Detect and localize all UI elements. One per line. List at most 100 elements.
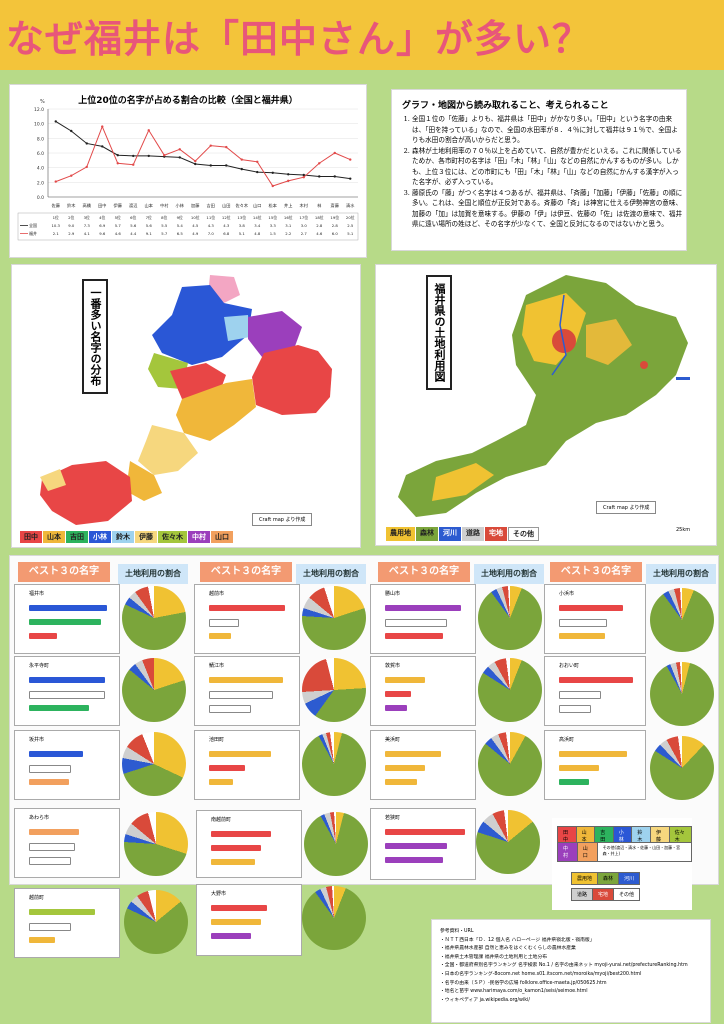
- data-point: [333, 175, 336, 178]
- land-lake: [676, 377, 690, 380]
- table-value: 6.9: [99, 223, 106, 228]
- land-ratio-header-2: 土地利用の割合: [296, 564, 366, 584]
- table-value: 4.3: [208, 223, 215, 228]
- table-value: 3.3: [270, 223, 277, 228]
- town-name: 福井市: [29, 591, 45, 597]
- town-name: 勝山市: [385, 591, 401, 597]
- reference-line: ・ウィキペディア ja.wikipedia.org/wiki/: [440, 997, 531, 1003]
- notes-item: 森林が土地利用率の７０％以上を占めていて、自然が豊かだといえる。これに関係してい…: [412, 146, 684, 188]
- data-point: [271, 184, 274, 188]
- town-name: 敦賀市: [385, 663, 401, 669]
- legend-sasaki: 佐々木: [158, 531, 188, 543]
- bar: [385, 857, 443, 863]
- best3-header-4: ベスト３の名字: [550, 562, 642, 582]
- data-point: [178, 156, 181, 159]
- x-tick-label: 佐々木: [235, 202, 248, 209]
- x-tick-label: 山田: [222, 202, 230, 209]
- bar-key-row1: 田中 山本 吉田 小林 鈴木 伊藤 佐々木: [557, 826, 692, 846]
- table-value: 5.7: [115, 223, 122, 228]
- town-bar-card: 鯖江市: [194, 656, 300, 726]
- table-value: 5.5: [161, 223, 168, 228]
- x-tick-label: 山本: [145, 202, 154, 209]
- bar: [29, 691, 105, 699]
- town-bar-card: 大野市: [196, 884, 302, 956]
- y-tick-label: 0.0: [37, 195, 44, 201]
- table-value: 9.6: [99, 231, 106, 236]
- key-other: その他: [613, 888, 641, 901]
- x-tick-label: 中村: [160, 202, 169, 209]
- references-heading: 参考資料・URL: [440, 929, 474, 934]
- land-pie: [302, 658, 366, 722]
- y-axis-label: %: [40, 99, 45, 105]
- table-value: 5.1: [239, 231, 246, 236]
- bar: [29, 765, 71, 773]
- land-farmland-3: [432, 463, 494, 501]
- town-bar-card: 南越前町: [196, 810, 302, 878]
- x-tick-label: 渡辺: [129, 202, 138, 209]
- table-value: 7.0: [208, 231, 215, 236]
- data-point: [256, 160, 259, 163]
- data-point: [287, 173, 290, 176]
- rank-label: 19位: [330, 215, 339, 220]
- name-distribution-map: [40, 275, 332, 525]
- bar-key-row2: 中村 山口 その他(渡辺・清水・佐藤・山田・加藤・宮森・井上): [557, 842, 692, 862]
- data-point: [225, 145, 228, 149]
- bar: [211, 933, 251, 939]
- table-value: 6.5: [177, 231, 184, 236]
- land-pie: [122, 658, 186, 722]
- bar: [385, 605, 461, 611]
- bar: [29, 605, 107, 611]
- y-tick-label: 2.0: [37, 180, 44, 186]
- reference-line: ・全国・都道府県別名字ランキング 名字検索 No.1 / 名字の由来ネット my…: [440, 963, 688, 969]
- data-point: [271, 171, 274, 174]
- data-point: [256, 170, 259, 174]
- legend-forest: 森林: [416, 527, 439, 541]
- map-region-red-east: [252, 345, 332, 415]
- bar: [209, 751, 271, 757]
- data-point: [333, 151, 336, 155]
- x-tick-label: 清水: [346, 202, 355, 209]
- town-name: 美浜町: [385, 737, 401, 743]
- y-tick-label: 12.0: [34, 107, 44, 113]
- data-point: [240, 158, 243, 161]
- data-point: [178, 148, 181, 151]
- table-value: 9.1: [146, 231, 153, 236]
- x-tick-label: 木村: [300, 202, 309, 209]
- land-map-sheet: 福井県の土地利用図 Craft map より作成 25km 農用地 森林 河川 …: [376, 265, 716, 545]
- x-tick-label: 井上: [284, 202, 292, 209]
- table-value: 4.1: [84, 231, 91, 236]
- line-chart-title: 上位20位の名字が占める割合の比較（全国と福井県）: [78, 96, 298, 106]
- bar: [209, 619, 239, 627]
- bar: [29, 937, 55, 943]
- name-map-sheet: 一番多い名字の分布 Craft map より作成 田中 山本 吉田 小林 鈴木 …: [12, 265, 360, 547]
- x-tick-label: 林: [317, 202, 322, 209]
- data-point: [194, 159, 197, 163]
- data-point: [209, 164, 212, 167]
- land-pie: [304, 812, 368, 876]
- bar: [29, 909, 95, 915]
- town-bar-card: 敦賀市: [370, 656, 476, 726]
- data-point: [318, 175, 321, 178]
- rank-label: 14位: [253, 215, 262, 220]
- data-point: [54, 180, 57, 183]
- bar: [29, 619, 101, 625]
- x-tick-label: 斎藤: [331, 202, 340, 209]
- legend-residential: 宅地: [485, 527, 508, 541]
- map-region-orange: [176, 379, 256, 441]
- bar: [29, 843, 75, 851]
- legend-road: 道路: [462, 527, 485, 541]
- data-point: [302, 173, 305, 177]
- bar: [29, 751, 83, 757]
- notes-heading: グラフ・地図から読み取れること、考えられること: [402, 101, 609, 111]
- town-bar-card: 美浜町: [370, 730, 476, 800]
- bar: [559, 779, 589, 785]
- y-tick-label: 4.0: [37, 166, 44, 172]
- town-name: あわら市: [29, 815, 50, 821]
- key-road: 道路: [571, 888, 594, 901]
- data-point: [101, 125, 104, 128]
- legend-nakamura: 中村: [188, 531, 211, 543]
- table-value: 6.8: [223, 231, 230, 236]
- legend-kobayashi: 小林: [89, 531, 112, 543]
- bar: [29, 633, 57, 639]
